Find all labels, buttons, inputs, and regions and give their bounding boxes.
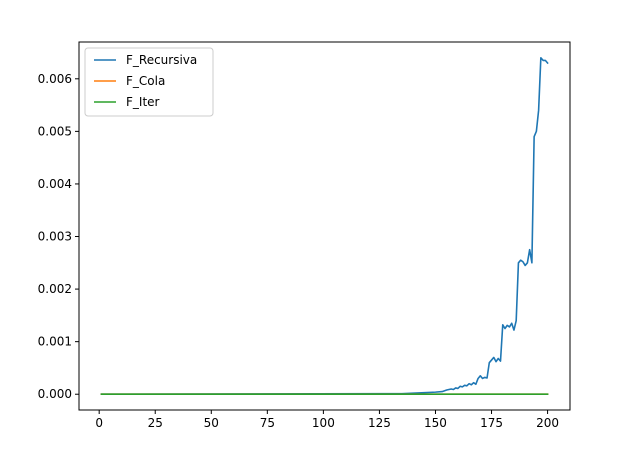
x-tick-label: 200 [536,416,559,430]
y-tick-label: 0.002 [38,282,72,296]
legend-label: F_Recursiva [126,53,197,67]
legend: F_Recursiva F_Cola F_Iter [84,47,214,117]
y-tick-label: 0.006 [38,72,72,86]
x-tick-label: 125 [368,416,391,430]
legend-label: F_Iter [126,95,160,109]
x-axis: 0 25 50 75 100 125 150 175 200 [95,410,559,430]
x-tick-label: 100 [312,416,335,430]
y-axis: 0.000 0.001 0.002 0.003 0.004 0.005 0.006 [38,72,79,401]
x-tick-label: 175 [480,416,503,430]
series-line-f-recursiva [100,56,549,396]
x-tick-label: 0 [95,416,103,430]
y-tick-label: 0.001 [38,335,72,349]
x-tick-label: 25 [148,416,163,430]
y-tick-label: 0.004 [38,177,72,191]
legend-label: F_Cola [126,74,165,88]
y-tick-label: 0.003 [38,230,72,244]
legend-box [84,47,214,117]
y-tick-label: 0.005 [38,124,72,138]
x-tick-label: 150 [424,416,447,430]
x-tick-label: 50 [204,416,219,430]
series-layer [100,56,549,396]
plot-frame [78,41,571,411]
y-tick-label: 0.000 [38,387,72,401]
x-tick-label: 75 [260,416,275,430]
